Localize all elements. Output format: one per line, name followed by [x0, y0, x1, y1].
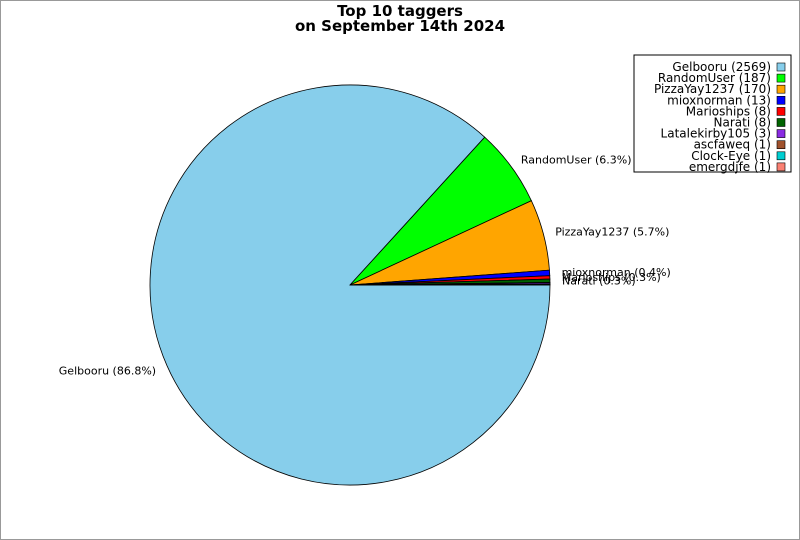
pie-slice-labels: Gelbooru (86.8%) RandomUser (6.3%) PizzaYa…: [59, 154, 671, 378]
legend-label-emergdjfe: emergdjfe (1): [689, 160, 771, 174]
slice-label-pizzayay1237: PizzaYay1237 (5.7%): [555, 226, 669, 239]
legend-label-gelbooru: Gelbooru (2569): [672, 60, 771, 74]
slice-label-randomuser: RandomUser (6.3%): [521, 154, 632, 167]
legend-label-mioxnorman: mioxnorman (13): [667, 93, 771, 107]
chart-subtitle: on September 14th 2024: [295, 17, 505, 35]
legend-swatch-randomuser: [776, 73, 786, 83]
legend-swatch-gelbooru: [776, 62, 786, 72]
slice-label-narati: Narati (0.3%): [562, 275, 636, 288]
legend-swatch-mioxnorman: [776, 96, 786, 105]
slice-label-marioships: Marioships (0.3%): [562, 271, 661, 284]
legend-swatch-pizzayay1237: [776, 84, 786, 94]
legend-swatch-clock-eye: [776, 151, 786, 161]
legend-swatch-marioships: [776, 107, 786, 116]
legend-label-randomuser: RandomUser (187): [658, 71, 771, 85]
legend-label-pizzayay1237: PizzaYay1237 (170): [654, 82, 771, 96]
chart-legend: Gelbooru (2569)RandomUser (187)PizzaYay1…: [633, 54, 792, 174]
chart-title: Top 10 taggers: [337, 2, 463, 20]
legend-swatch-narati: [776, 118, 786, 127]
legend-label-clock-eye: Clock-Eye (1): [691, 149, 771, 163]
legend-box: [633, 54, 792, 173]
legend-label-narati: Narati (8): [714, 116, 771, 130]
legend-label-ascfaweq: ascfaweq (1): [694, 138, 771, 152]
legend-swatch-latalekirby105: [776, 129, 786, 138]
slice-label-gelbooru: Gelbooru (86.8%): [59, 365, 156, 378]
legend-swatch-ascfaweq: [776, 140, 786, 149]
legend-label-marioships: Marioships (8): [686, 104, 771, 118]
legend-label-latalekirby105: Latalekirby105 (3): [661, 127, 771, 141]
legend-swatch-emergdjfe: [776, 162, 786, 172]
pie-slices: [149, 84, 551, 486]
slice-label-mioxnorman: mioxnorman (0.4%): [562, 266, 671, 279]
